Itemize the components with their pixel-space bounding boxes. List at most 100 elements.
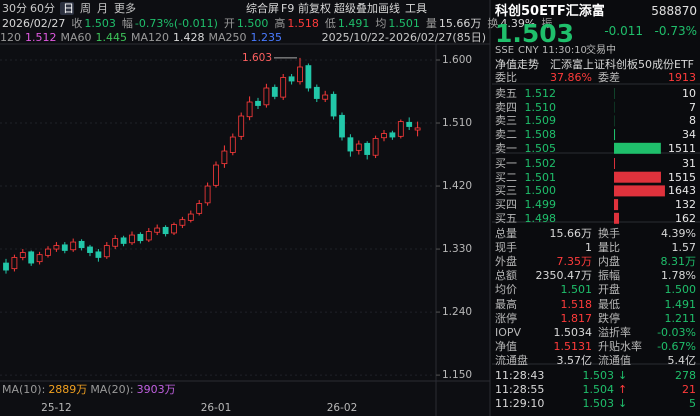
period-tab[interactable]: 60分 bbox=[30, 2, 55, 15]
candle-body bbox=[280, 77, 287, 98]
period-tab[interactable]: 周 bbox=[80, 2, 91, 15]
quote-label: 幅 bbox=[121, 17, 133, 30]
quote-item: 收 1.503 bbox=[71, 17, 116, 30]
candle-body bbox=[322, 94, 329, 100]
ma-label: MA250 bbox=[208, 31, 247, 44]
stat-value: 3.57亿 bbox=[556, 353, 593, 367]
status: 交易中 bbox=[586, 45, 616, 56]
book-price: 1.509 bbox=[524, 114, 557, 128]
ma-value: 1.428 bbox=[173, 31, 205, 44]
candle-body bbox=[61, 244, 68, 251]
stat-label: 现手 bbox=[495, 241, 517, 255]
y-tick-label: 1.240 bbox=[442, 306, 472, 318]
stat-label: 净值 bbox=[495, 339, 517, 353]
stat-label: 开盘 bbox=[598, 283, 620, 297]
candle-body bbox=[78, 240, 85, 249]
candle-body bbox=[238, 115, 245, 137]
candle-body bbox=[187, 213, 194, 221]
ma-label: 120 bbox=[0, 31, 21, 44]
book-level: 买四 bbox=[495, 198, 517, 212]
y-tick-label: 1.150 bbox=[442, 369, 472, 381]
stat-label: 流通盘 bbox=[495, 353, 528, 367]
tick-arrow: ↓ bbox=[618, 369, 628, 382]
book-price: 1.498 bbox=[524, 211, 557, 225]
quote-label: 高 bbox=[274, 17, 286, 30]
order-ratio: 37.86% bbox=[550, 71, 592, 84]
stat-label: 量比 bbox=[598, 241, 620, 255]
stat-label: 跌停 bbox=[598, 311, 620, 325]
candle-body bbox=[271, 86, 278, 97]
stat-value: 2350.47万 bbox=[535, 269, 593, 283]
period-tab[interactable]: 30分 bbox=[2, 2, 27, 15]
ma-label: MA60 bbox=[60, 31, 92, 44]
candle-body bbox=[381, 133, 387, 139]
panel-tab[interactable]: 汇添富上证科创板50成份ETF bbox=[550, 58, 694, 71]
date: 2026/02/27 bbox=[2, 17, 66, 30]
volume-ma-label: MA(20): bbox=[90, 383, 134, 396]
candle-body bbox=[305, 65, 312, 89]
candle-body bbox=[87, 246, 93, 253]
quote-value: 1.501 bbox=[388, 17, 420, 30]
quote-item: 开 1.500 bbox=[224, 17, 269, 30]
quote-value: 1.500 bbox=[236, 17, 269, 30]
stat-label: 内盘 bbox=[598, 255, 620, 269]
candle-body bbox=[297, 66, 303, 83]
x-tick-label: 26-01 bbox=[201, 402, 232, 414]
stat-value: -0.67% bbox=[657, 339, 696, 353]
candle-body bbox=[154, 227, 161, 233]
x-tick-label: 26-02 bbox=[327, 402, 358, 414]
candle-body bbox=[179, 219, 186, 226]
candle-body bbox=[204, 185, 211, 204]
tick-price: 1.503 bbox=[582, 369, 615, 382]
candle-body bbox=[213, 164, 219, 186]
quote-label: 开 bbox=[223, 17, 235, 30]
ma-value: 1.512 bbox=[25, 31, 57, 44]
change-pct: -0.73% bbox=[654, 24, 697, 38]
tool-button[interactable]: 超级叠加 bbox=[334, 2, 378, 15]
book-volume-bar bbox=[614, 199, 619, 211]
tool-button[interactable]: 综合屏 bbox=[246, 2, 279, 15]
stat-value: 1.5034 bbox=[553, 325, 593, 339]
period-tab[interactable]: 月 bbox=[97, 2, 108, 15]
candle-body bbox=[45, 248, 51, 256]
stat-value: 1.501 bbox=[560, 283, 593, 297]
tick-time: 11:29:10 bbox=[495, 397, 545, 410]
stat-label: 溢折率 bbox=[598, 325, 631, 339]
security-name: 科创50ETF汇添富 bbox=[495, 4, 605, 19]
high-annotation: 1.603 bbox=[242, 52, 272, 64]
stat-label: 升贴水率 bbox=[598, 339, 642, 353]
quote-item: 换 4.39% bbox=[487, 17, 535, 30]
candle-body bbox=[137, 233, 144, 242]
book-volume: 7 bbox=[689, 100, 696, 114]
tool-button[interactable]: 前复权 bbox=[298, 2, 331, 15]
panel-tab[interactable]: 净值走势 bbox=[495, 58, 539, 71]
book-volume: 1515 bbox=[668, 170, 696, 184]
tick-price: 1.503 bbox=[582, 397, 615, 410]
quote-value: 1.518 bbox=[287, 17, 319, 30]
tool-button[interactable]: F9 bbox=[281, 2, 295, 15]
book-volume: 1643 bbox=[668, 184, 696, 198]
book-price: 1.501 bbox=[524, 170, 557, 184]
stat-value: 5.4亿 bbox=[667, 353, 697, 367]
security-code: 588870 bbox=[651, 4, 697, 18]
tick-volume: 278 bbox=[675, 369, 696, 382]
quote-label: 低 bbox=[324, 17, 336, 30]
book-level: 卖三 bbox=[495, 114, 517, 128]
book-volume: 1511 bbox=[668, 141, 696, 155]
y-tick-label: 1.600 bbox=[442, 54, 472, 66]
tool-button[interactable]: 工具 bbox=[405, 2, 427, 15]
candle-body bbox=[263, 87, 270, 106]
period-tab[interactable]: 更多 bbox=[114, 2, 136, 15]
candle-body bbox=[288, 76, 295, 82]
book-price: 1.512 bbox=[524, 87, 557, 100]
tool-button[interactable]: 画线 bbox=[378, 2, 400, 15]
candle-body bbox=[112, 238, 119, 247]
book-level: 买二 bbox=[495, 170, 517, 184]
candle-body bbox=[372, 138, 379, 156]
candle-body bbox=[339, 114, 345, 138]
period-tab[interactable]: 日 bbox=[63, 2, 74, 15]
book-level: 买三 bbox=[495, 184, 517, 198]
order-diff: 1913 bbox=[668, 71, 696, 84]
